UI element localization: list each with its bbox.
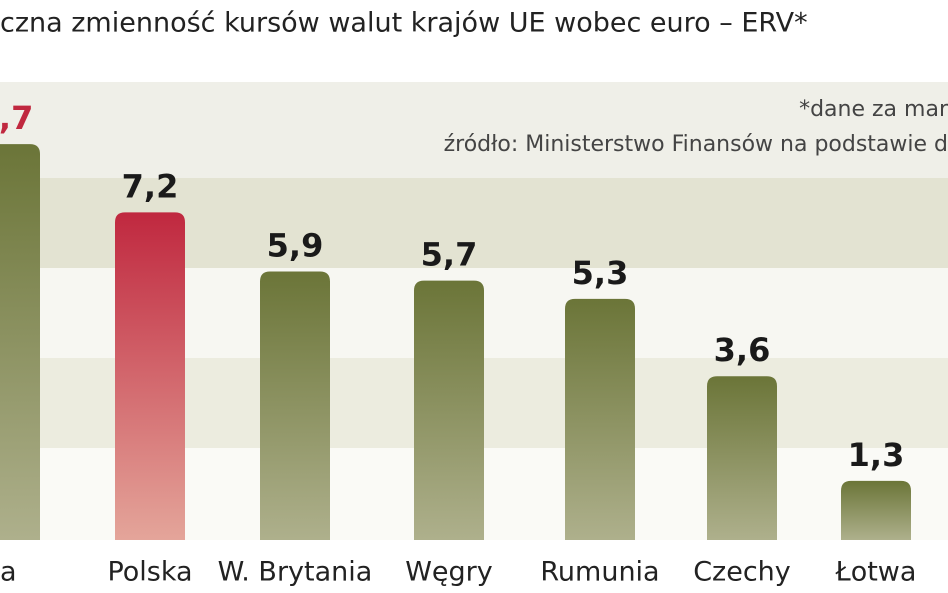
x-tick-label: Węgry xyxy=(405,557,493,588)
x-tick-label: a xyxy=(0,557,17,588)
chart-title: czna zmienność kursów walut krajów UE wo… xyxy=(0,8,808,39)
bar xyxy=(260,271,330,540)
x-tick-label: Rumunia xyxy=(540,557,659,588)
value-label: 1,3 xyxy=(848,436,905,474)
bar xyxy=(841,480,911,540)
x-tick-label: Polska xyxy=(107,557,192,588)
bar xyxy=(707,376,777,540)
x-tick-label: Czechy xyxy=(693,557,791,588)
source: źródło: Ministerstwo Finansów na podstaw… xyxy=(444,132,948,157)
value-label: 7,2 xyxy=(122,167,179,205)
value-label: 5,9 xyxy=(267,227,324,265)
value-label: 8,7 xyxy=(0,99,33,137)
value-label: 5,7 xyxy=(421,236,478,274)
bar xyxy=(0,144,40,540)
value-label: 3,6 xyxy=(714,331,771,369)
value-label: 5,3 xyxy=(572,254,629,292)
bar xyxy=(565,298,635,540)
band xyxy=(0,82,948,178)
bar xyxy=(115,212,185,540)
x-tick-label: Łotwa xyxy=(835,557,917,588)
x-tick-label: W. Brytania xyxy=(218,557,373,588)
bar xyxy=(414,280,484,540)
note: *dane za mar xyxy=(799,97,948,122)
